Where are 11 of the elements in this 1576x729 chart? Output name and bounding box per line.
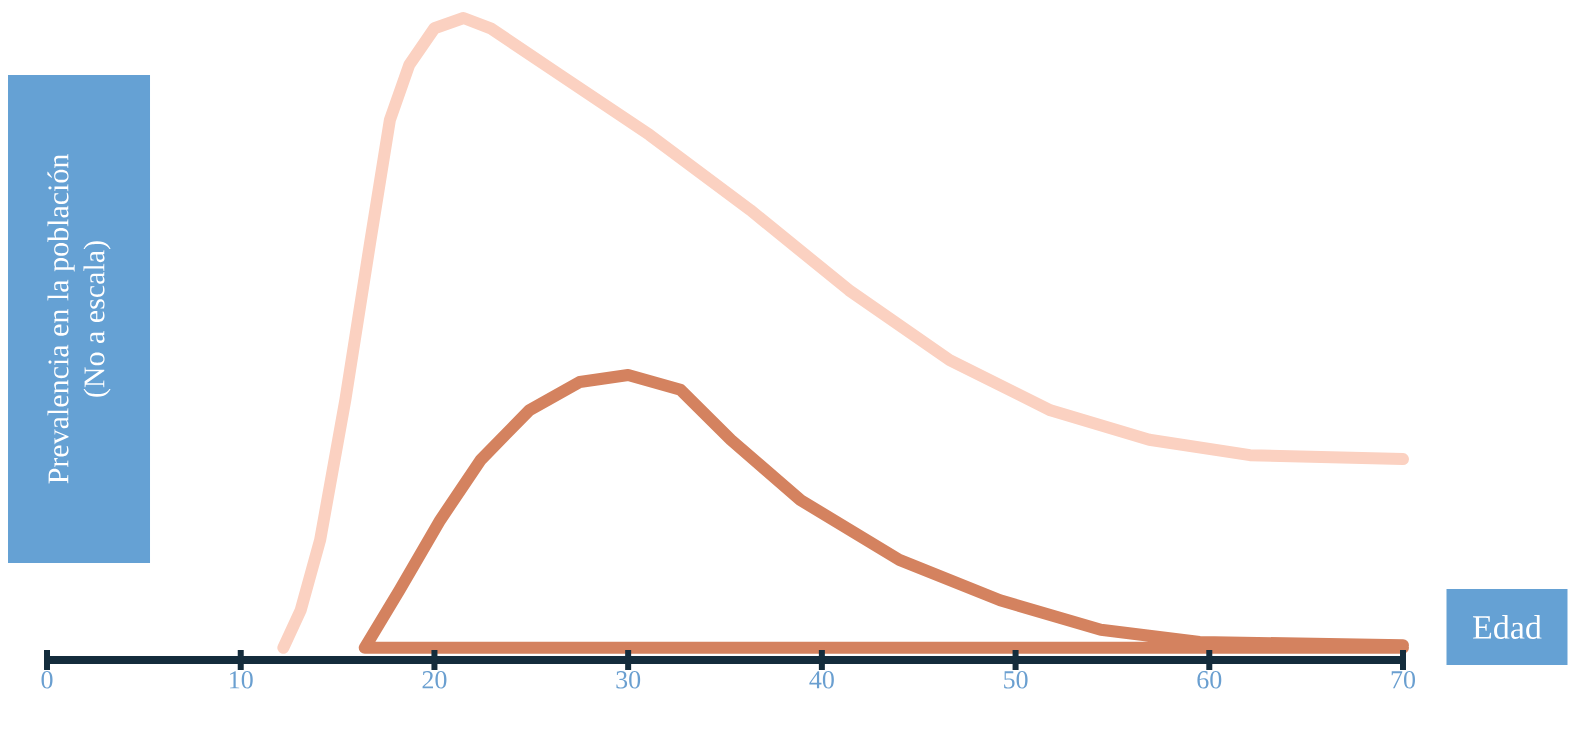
x-tick-label: 10 [230, 671, 253, 689]
x-axis-title: Edad [1473, 615, 1542, 639]
x-tick-label: 40 [809, 671, 834, 689]
annotation: (No a escala) [83, 241, 111, 397]
x-tick-label: 0 [41, 671, 53, 689]
x-tick-label: 70 [1391, 671, 1415, 689]
x-tick-label: 60 [1197, 671, 1222, 689]
y-axis-title: Prevalencia en la población [47, 154, 75, 484]
x-tick-label: 30 [616, 671, 641, 689]
x-tick-label: 50 [1004, 671, 1028, 689]
x-tick-label: 20 [422, 671, 447, 689]
